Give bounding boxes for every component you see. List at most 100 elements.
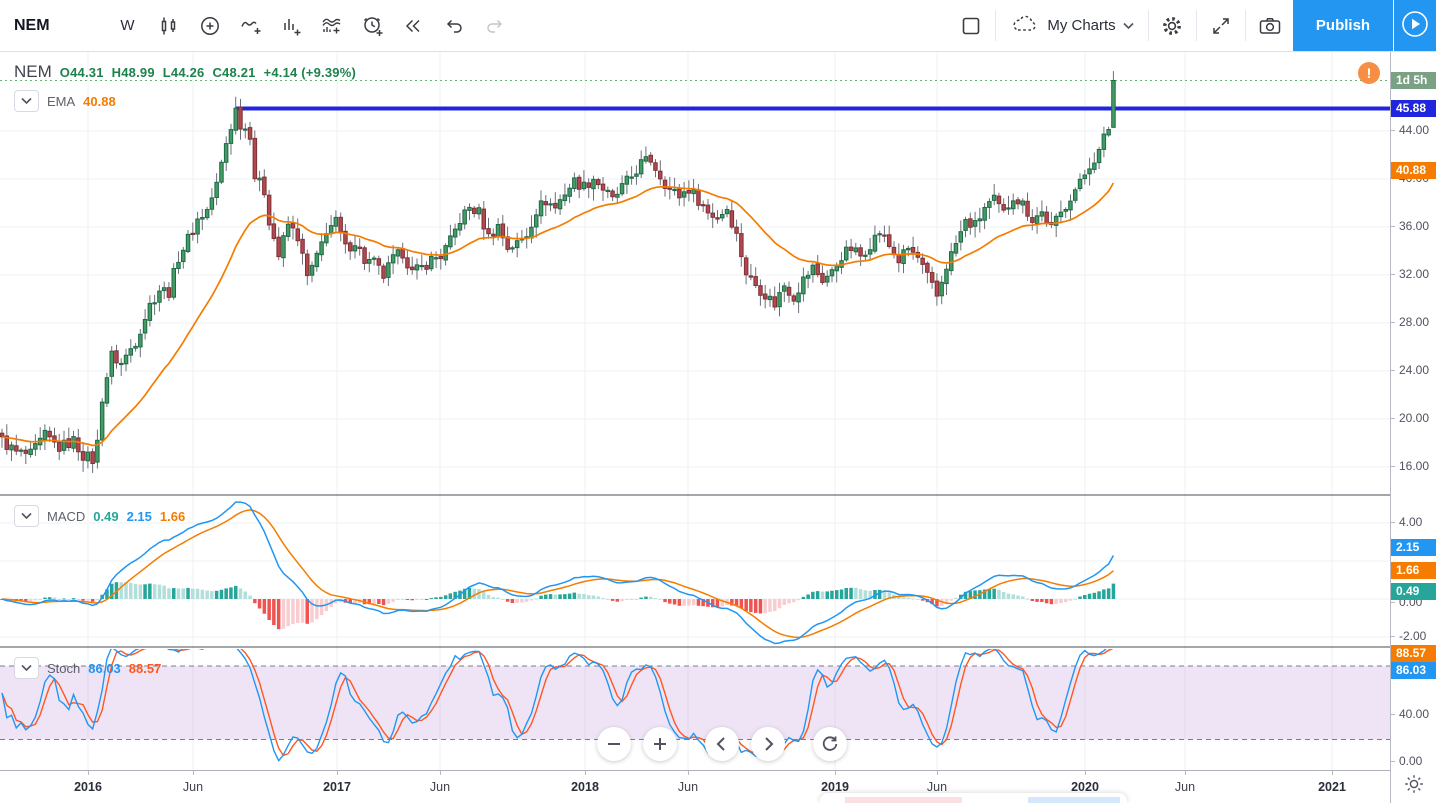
stoch-legend: Stoch 86.03 88.57 [14, 657, 161, 679]
time-tick-label: Jun [1174, 780, 1196, 794]
my-charts-button[interactable]: My Charts [997, 0, 1147, 51]
indicator-wave-plus-icon [239, 14, 263, 38]
play-circle-icon [1401, 10, 1429, 41]
ema-line[interactable] [1, 182, 1115, 447]
candlestick-icon [157, 14, 181, 38]
axis-price-badge: 0.49 [1391, 582, 1436, 600]
axis-corner [1390, 770, 1436, 803]
chevron-down-icon [21, 512, 32, 520]
redo-arrow-icon [483, 14, 507, 38]
toolbar-divider [995, 10, 996, 41]
time-tick-mark [937, 771, 938, 775]
grid-lines [0, 51, 1390, 770]
axis-tick-label: 0.00 [1391, 754, 1436, 768]
zoom-out-button[interactable] [597, 727, 631, 761]
reset-icon [822, 736, 838, 751]
macd-lines [1, 501, 1115, 645]
macd-collapse-button[interactable] [14, 505, 39, 527]
axis-price-badge: 40.88 [1391, 161, 1436, 179]
bottom-toast-fragment[interactable] [820, 793, 1127, 803]
legend-symbol[interactable]: NEM [14, 62, 52, 81]
time-tick-label: 2016 [74, 780, 102, 794]
sun-icon[interactable] [1403, 773, 1425, 800]
settings-button[interactable] [1149, 0, 1195, 51]
bars-plus-icon [280, 14, 304, 38]
interval-button[interactable]: W [107, 0, 148, 51]
axis-tick-label: 36.00 [1391, 219, 1436, 233]
chart-type-button[interactable] [148, 0, 189, 51]
time-tick-label: 2020 [1071, 780, 1099, 794]
axis-tick-label: 44.00 [1391, 123, 1436, 137]
layout-button[interactable] [949, 0, 993, 51]
symbol-search-button[interactable]: NEM [0, 0, 107, 51]
time-axis[interactable]: 2016 Jun 2017 Jun 2018 Jun 2019 Jun 2020 Jun 2021 [0, 770, 1436, 803]
stoch-lines [1, 649, 1114, 763]
time-tick-label: Jun [677, 780, 699, 794]
compare-button[interactable] [189, 0, 230, 51]
plus-icon [654, 738, 666, 750]
zoom-in-button[interactable] [643, 727, 677, 761]
publish-button[interactable]: Publish [1293, 0, 1393, 51]
macd-label[interactable]: MACD [47, 508, 86, 524]
candlestick-series [0, 71, 1116, 473]
snapshot-button[interactable] [1246, 0, 1293, 51]
scroll-right-button[interactable] [751, 727, 785, 761]
zoom-controls [0, 727, 1390, 761]
ema-value: 40.88 [83, 93, 116, 109]
time-tick-mark [585, 771, 586, 775]
stoch-band [0, 665, 1390, 740]
reset-view-button[interactable] [813, 727, 847, 761]
strategy-button[interactable] [312, 0, 352, 51]
price-lines[interactable] [0, 79, 1390, 111]
legend-high: H48.99 [111, 64, 155, 80]
axis-price-badge: 86.03 [1391, 661, 1436, 679]
stoch-d-value: 88.57 [128, 660, 162, 676]
replay-button[interactable] [393, 0, 433, 51]
alert-button[interactable] [352, 0, 393, 51]
toast-blue-segment [1028, 797, 1120, 803]
time-tick-mark [835, 771, 836, 775]
macd-signal-value: 1.66 [159, 508, 186, 524]
price-axis[interactable]: 44.00 40.00 36.00 32.00 28.00 24.00 20.00 16.00… [1390, 51, 1436, 770]
warning-glyph: ! [1366, 65, 1372, 81]
stoch-collapse-button[interactable] [14, 657, 39, 679]
rewind-icon [401, 14, 425, 38]
camera-icon [1257, 14, 1283, 38]
time-tick-mark [88, 771, 89, 775]
chart-canvas[interactable] [0, 51, 1390, 770]
time-tick-mark [193, 771, 194, 775]
templates-button[interactable] [271, 0, 312, 51]
legend-change: +4.14 (+9.39%) [263, 64, 356, 80]
time-tick-label: 2018 [571, 780, 599, 794]
fullscreen-button[interactable] [1197, 0, 1245, 51]
waves-plus-icon [320, 14, 344, 38]
data-warning-icon[interactable]: ! [1358, 62, 1380, 84]
chevron-down-icon [1123, 17, 1134, 34]
time-tick-label: 2021 [1318, 780, 1346, 794]
axis-tick-label: 16.00 [1391, 459, 1436, 473]
layout-square-icon [959, 14, 983, 38]
ema-label[interactable]: EMA [47, 93, 76, 109]
macd-legend: MACD 0.49 2.15 1.66 [14, 505, 185, 527]
scroll-left-button[interactable] [705, 727, 739, 761]
time-tick-mark [1185, 771, 1186, 775]
interval-label: W [120, 17, 135, 34]
axis-tick-label: 40.00 [1391, 707, 1436, 721]
top-toolbar: NEM W [0, 0, 1436, 52]
publish-menu-button[interactable] [1394, 0, 1436, 51]
axis-price-badge: 1.66 [1391, 561, 1436, 579]
circle-plus-icon [198, 14, 222, 38]
indicators-button[interactable] [230, 0, 271, 51]
ema-collapse-button[interactable] [14, 90, 39, 112]
redo-button[interactable] [474, 0, 515, 51]
undo-button[interactable] [433, 0, 474, 51]
time-tick-label: 2019 [821, 780, 849, 794]
stoch-label[interactable]: Stoch [47, 660, 81, 676]
axis-tick-label: 32.00 [1391, 267, 1436, 281]
ema-legend: EMA 40.88 [14, 90, 116, 112]
time-tick-label: 2017 [323, 780, 351, 794]
time-tick-label: Jun [182, 780, 204, 794]
my-charts-label: My Charts [1047, 17, 1116, 34]
time-tick-mark [688, 771, 689, 775]
